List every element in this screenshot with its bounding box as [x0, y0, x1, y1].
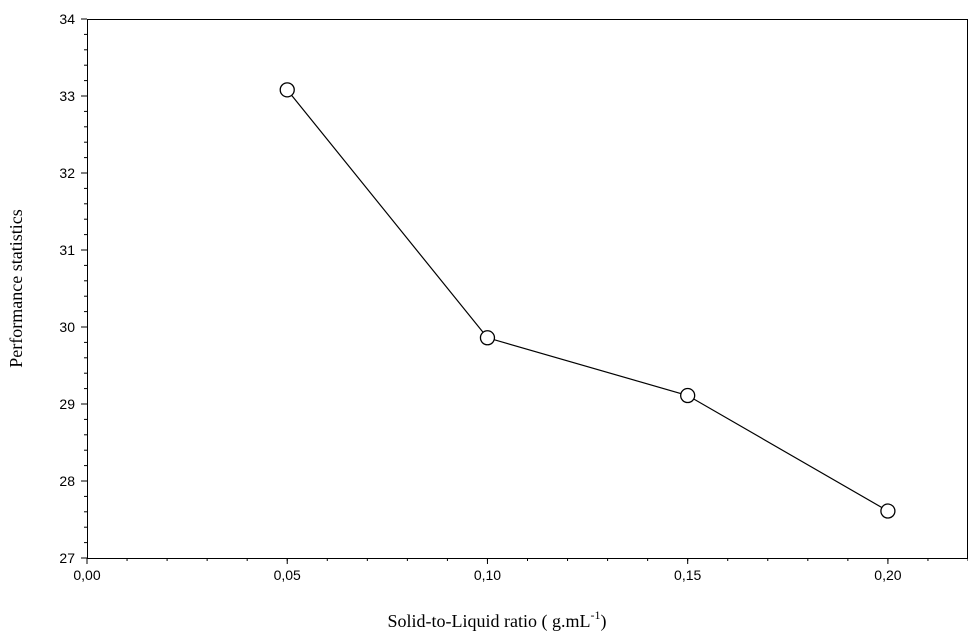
- y-tick-label: 29: [59, 396, 75, 412]
- plot-frame: [87, 19, 968, 559]
- data-point: [279, 82, 295, 98]
- y-axis-ticks: 27 28 29 30 31 32 33 34: [59, 11, 87, 566]
- data-point: [479, 330, 496, 346]
- y-axis-title: Performance statistics: [6, 209, 26, 367]
- y-tick-label: 30: [59, 319, 75, 335]
- x-axis-title: Solid-to-Liquid ratio ( g.mL-1): [388, 608, 607, 632]
- y-tick-label: 32: [59, 165, 75, 181]
- series-line: [286, 89, 889, 512]
- data-point: [680, 387, 696, 404]
- x-tick-label: 0,05: [274, 567, 301, 583]
- y-tick-label: 34: [59, 11, 75, 27]
- x-tick-label: 0,10: [474, 567, 501, 583]
- series-layer: [279, 82, 896, 519]
- x-axis-title-exponent: -1: [590, 608, 600, 622]
- y-tick-label: 28: [59, 473, 75, 489]
- x-tick-label: 0,20: [874, 567, 901, 583]
- data-point: [880, 503, 896, 519]
- y-tick-label: 27: [59, 550, 75, 566]
- x-axis-title-main: Solid-to-Liquid ratio ( g.mL: [388, 611, 591, 632]
- x-tick-label: 0,15: [674, 567, 701, 583]
- y-tick-label: 31: [59, 242, 75, 258]
- x-tick-label: 0,00: [73, 567, 100, 583]
- x-axis-title-suffix: ): [600, 611, 606, 632]
- x-axis-ticks: 0,00 0,05 0,10 0,15 0,20: [73, 558, 968, 583]
- y-tick-label: 33: [59, 88, 75, 104]
